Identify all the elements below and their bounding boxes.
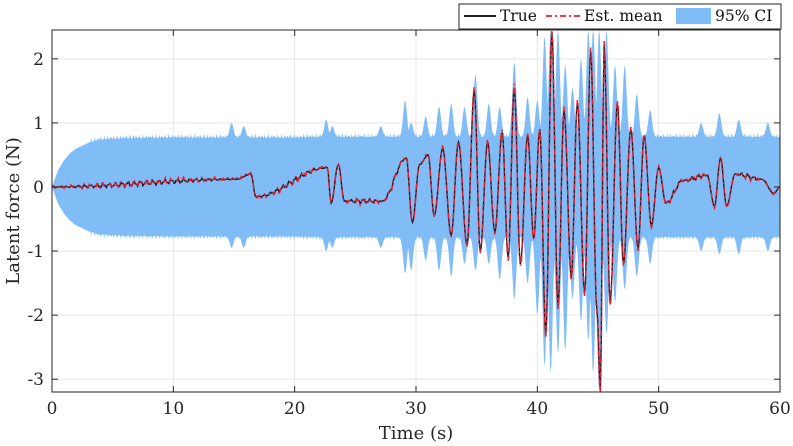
x-tick-label: 50 <box>648 399 670 419</box>
x-tick-labels: 0 10 20 30 40 50 60 <box>47 399 791 419</box>
legend-label-true: True <box>500 7 537 25</box>
ci-band-group <box>52 30 780 392</box>
x-tick-label: 10 <box>163 399 185 419</box>
x-axis-title: Time (s) <box>379 423 454 444</box>
legend-swatch-ci <box>676 8 711 24</box>
y-tick-label: -1 <box>27 242 44 262</box>
legend-label-ci: 95% CI <box>715 7 772 25</box>
y-tick-label: -2 <box>27 306 44 326</box>
legend-label-est-mean: Est. mean <box>584 7 662 25</box>
y-tick-label: 2 <box>33 50 44 70</box>
y-tick-labels: -3 -2 -1 0 1 2 <box>27 50 44 390</box>
ci-band <box>52 30 780 392</box>
x-tick-label: 40 <box>527 399 549 419</box>
y-tick-label: -3 <box>27 370 44 390</box>
x-tick-label: 20 <box>284 399 306 419</box>
x-tick-label: 0 <box>47 399 58 419</box>
x-tick-label: 30 <box>405 399 427 419</box>
x-tick-label: 60 <box>769 399 791 419</box>
y-tick-label: 0 <box>33 178 44 198</box>
axis-ticks <box>51 30 781 392</box>
legend: True Est. mean 95% CI <box>458 3 782 30</box>
y-axis-title: Latent force (N) <box>3 137 24 284</box>
series-lines-group <box>51 29 781 393</box>
legend-box <box>458 3 782 30</box>
y-tick-label: 1 <box>33 114 44 134</box>
